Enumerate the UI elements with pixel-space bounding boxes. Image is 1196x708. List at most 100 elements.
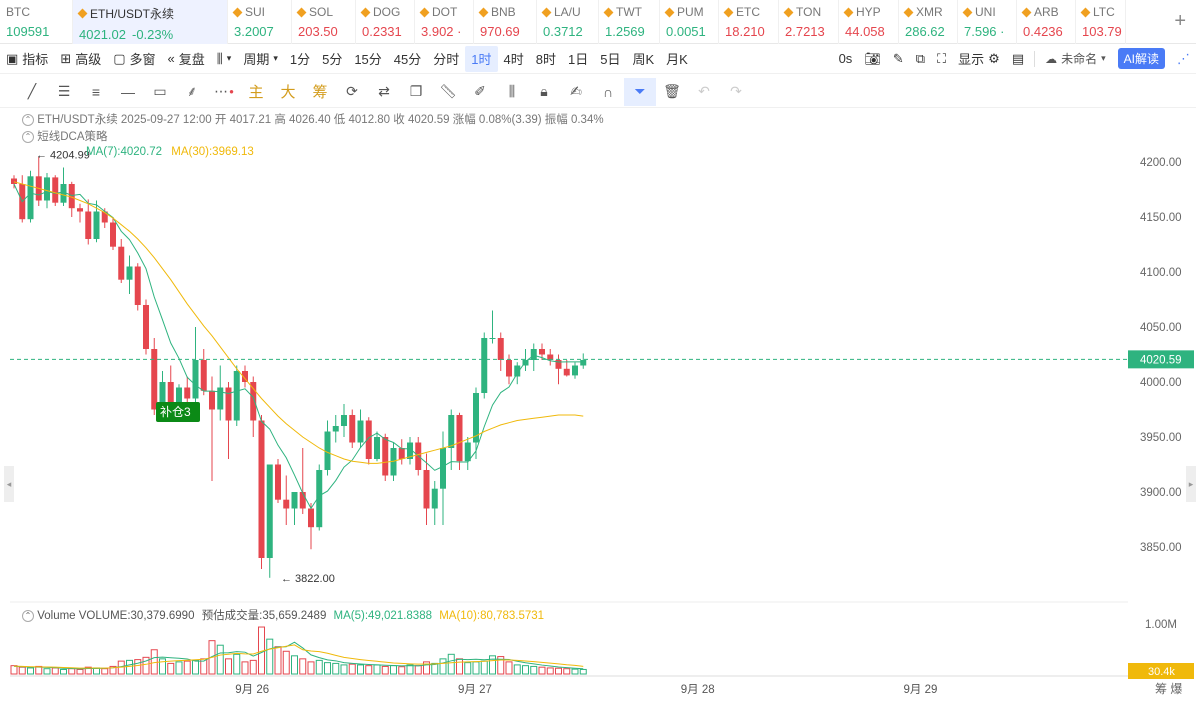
big-order-button[interactable]: 大 xyxy=(280,84,296,101)
volume-bar xyxy=(101,668,109,675)
period-select[interactable]: 周期 ▾ xyxy=(243,52,278,67)
ticker-ltc[interactable]: LTC 103.79 xyxy=(1076,0,1126,44)
ticker-hyp[interactable]: HYP 44.058 xyxy=(839,0,899,44)
ai-interpret-button[interactable]: AI解读 xyxy=(1112,46,1171,72)
ticker-xmr[interactable]: XMR 286.62 xyxy=(899,0,958,44)
ticker-dog[interactable]: DOG 0.2331 xyxy=(356,0,415,44)
ticker-uni[interactable]: UNI 7.596 · xyxy=(958,0,1017,44)
compare-icon[interactable]: ⇄ xyxy=(378,83,390,99)
ticker-ethusdt[interactable]: ETH/USDT永续 4021.02 -0.23% xyxy=(73,0,228,44)
volume-bar xyxy=(76,668,84,675)
volume-bar xyxy=(183,660,191,675)
trash-icon[interactable]: 🗑︎ xyxy=(663,83,681,99)
chip-button[interactable]: 筹 xyxy=(312,84,328,101)
drawing-toolbar: ╱ ☰ ≡ — ▭ ⸙ ⋯ ● 主 大 筹 ⟳ ⇄ ❐ 📏︎ ✐ ⫼ 🔒︎ ✍ ∩… xyxy=(0,76,1196,108)
candle-body xyxy=(365,420,372,459)
candle-body xyxy=(167,382,174,410)
ticker-bnb[interactable]: BNB 970.69 xyxy=(474,0,537,44)
low-label: ← 3822.00 xyxy=(281,573,335,585)
volume-bar xyxy=(439,658,447,675)
interval-2[interactable]: 15分 xyxy=(354,52,382,67)
ticker-lau[interactable]: LA/U 0.3712 xyxy=(537,0,599,44)
candle-body xyxy=(563,368,570,376)
ticker-sui[interactable]: SUI 3.2007 xyxy=(228,0,292,44)
collapse-icon[interactable]: ⌃ xyxy=(22,609,34,622)
popout-icon[interactable]: ⧉ xyxy=(915,50,926,66)
sync-icon[interactable]: ⟳ xyxy=(346,83,358,99)
pen-icon[interactable]: ✐ xyxy=(474,83,486,99)
redo-icon[interactable]: ↷ xyxy=(730,83,742,99)
candle-style-icon[interactable]: ⫼ xyxy=(508,83,516,99)
parallel-line-icon[interactable]: ☰ xyxy=(57,83,71,99)
trend-line-icon[interactable]: ╱ xyxy=(27,83,37,99)
volume-bar xyxy=(456,658,463,675)
interval-11[interactable]: 月K xyxy=(666,52,688,67)
interval-3[interactable]: 45分 xyxy=(393,52,422,67)
ticker-name: SOL xyxy=(296,5,355,19)
magnet-icon[interactable]: ∩ xyxy=(602,83,614,100)
interval-4[interactable]: 分时 xyxy=(433,52,460,67)
multi-window-button[interactable]: ▢ 多窗 xyxy=(113,50,156,68)
note-icon[interactable]: ✍ xyxy=(570,83,582,99)
collapse-icon[interactable]: ⌃ xyxy=(22,130,34,143)
share-icon[interactable]: ⋰ xyxy=(1177,50,1190,66)
add-ticker-button[interactable]: + xyxy=(1174,10,1186,32)
main-indicator-button[interactable]: 主 xyxy=(248,84,264,101)
interval-1[interactable]: 5分 xyxy=(322,52,343,67)
ticker-etc[interactable]: ETC 18.210 xyxy=(719,0,779,44)
interval-8[interactable]: 1日 xyxy=(567,52,589,67)
ticker-twt[interactable]: TWT 1.2569 xyxy=(599,0,660,44)
ticker-sol[interactable]: SOL 203.50 xyxy=(292,0,356,44)
copy-icon[interactable]: ❐ xyxy=(409,83,423,99)
lock-icon[interactable]: 🔒︎ xyxy=(540,83,548,99)
more-tools-icon[interactable]: ⋯ ● xyxy=(214,83,234,99)
interval-7[interactable]: 8时 xyxy=(535,52,556,67)
candle-body xyxy=(101,211,108,223)
interval-5[interactable]: 1时 xyxy=(465,45,498,72)
collapse-icon[interactable]: ⌃ xyxy=(22,113,34,126)
display-button[interactable]: 显示 ⚙ xyxy=(958,50,1000,68)
price-chart[interactable]: 4200.00 4150.00 4100.00 4050.00 4000.00 3950.… xyxy=(0,108,1196,708)
ticker-name: TON xyxy=(783,5,838,19)
indicators-button[interactable]: ▣ 指标 xyxy=(6,50,49,68)
interval-6[interactable]: 4时 xyxy=(503,52,524,67)
ticker-dot[interactable]: DOT 3.902 · xyxy=(415,0,474,44)
undo-icon[interactable]: ↶ xyxy=(698,83,710,99)
advanced-button[interactable]: ⊞ 高级 xyxy=(60,50,102,68)
horizontal-line-icon[interactable]: — xyxy=(121,83,135,100)
layout-select[interactable]: ☁ 未命名 ▾ xyxy=(1045,51,1106,67)
ruler-icon[interactable]: 📏︎ xyxy=(439,83,457,99)
candle-body xyxy=(68,184,75,209)
candle-body xyxy=(316,470,323,528)
x-axis-label: 9月 28 xyxy=(681,684,715,696)
filter-icon[interactable]: ⏷ xyxy=(624,77,656,106)
interval-0[interactable]: 1分 xyxy=(289,52,311,67)
ticker-arb[interactable]: ARB 0.4236 xyxy=(1017,0,1076,44)
draw-icon[interactable]: ✎ xyxy=(892,50,904,66)
volume-bar xyxy=(480,660,488,675)
brush-icon[interactable]: ⸙ xyxy=(186,83,198,99)
rectangle-icon[interactable]: ▭ xyxy=(153,83,167,99)
layout-icon[interactable]: ▤ xyxy=(1011,50,1025,66)
ticker-ton[interactable]: TON 2.7213 xyxy=(779,0,839,44)
channel-icon[interactable]: ≡ xyxy=(91,83,101,100)
candle-body xyxy=(126,266,133,280)
interval-9[interactable]: 5日 xyxy=(600,52,621,67)
interval-list: 1分 5分 15分 45分 分时 1时 4时 8时 1日 5日 周K 月K xyxy=(284,45,694,72)
restore-button[interactable]: « 复盘 xyxy=(167,51,205,67)
candle-body xyxy=(332,426,339,432)
ticker-btc[interactable]: BTC 109591 xyxy=(0,0,73,44)
volume-bar xyxy=(274,646,282,675)
ticker-pum[interactable]: PUM 0.0051 xyxy=(660,0,719,44)
camera-icon[interactable]: 📷︎ xyxy=(864,50,881,66)
left-panel-toggle[interactable]: ◂ xyxy=(4,466,14,502)
volume-bar xyxy=(522,665,529,675)
ohlc-info: ⌃ ETH/USDT永续 2025-09-27 12:00 开 4017.21 … xyxy=(22,111,604,127)
fullscreen-icon[interactable]: ⛶ xyxy=(937,50,947,66)
gear-icon: ⚙ xyxy=(988,50,1000,66)
price-axis-label: 4150.00 xyxy=(1140,212,1182,224)
interval-10[interactable]: 周K xyxy=(632,52,655,67)
chart-type-button[interactable]: ⫼ ▾ xyxy=(211,46,238,72)
right-panel-toggle[interactable]: ▸ xyxy=(1186,466,1196,502)
candle-body xyxy=(530,349,537,360)
